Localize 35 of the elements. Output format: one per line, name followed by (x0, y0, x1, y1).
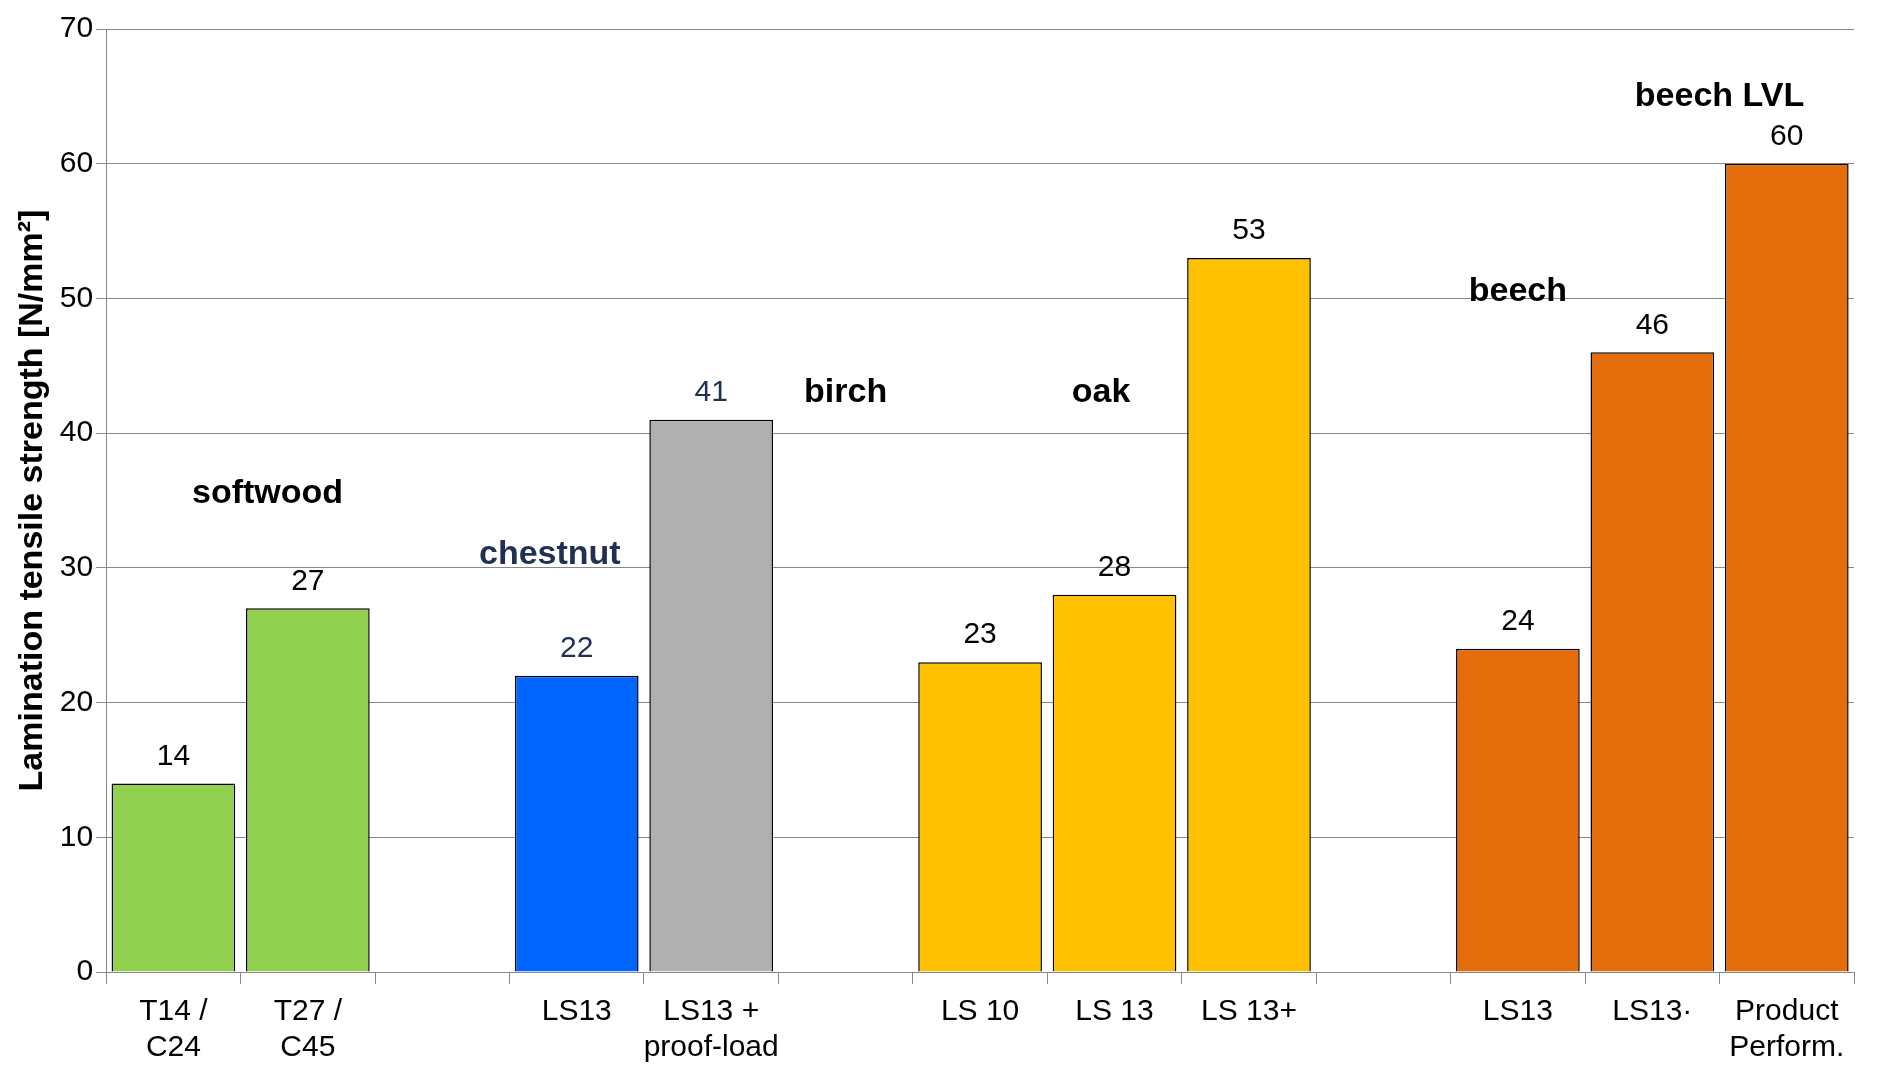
x-tick-label: T27 / C45 (273, 993, 343, 1063)
y-tick-label: 10 (59, 818, 94, 852)
data-label: 22 (560, 629, 594, 663)
x-tick-label: Product Perform. (1729, 993, 1845, 1063)
y-tick-label: 70 (59, 10, 94, 44)
data-label: 41 (694, 373, 728, 407)
data-label: 53 (1232, 212, 1266, 246)
annotation: beech (1468, 270, 1568, 309)
x-tick-label: LS 10 (940, 993, 1020, 1027)
y-tick-label: 30 (59, 549, 94, 583)
y-tick-label: 60 (59, 144, 94, 178)
x-tick-label: T14 / C24 (139, 993, 209, 1063)
data-label: 28 (1097, 549, 1132, 583)
annotation: softwood (191, 472, 344, 511)
data-label: 14 (156, 737, 191, 771)
x-tick-label: LS13· (1612, 993, 1693, 1027)
x-tick-label: LS 13+ (1201, 993, 1297, 1027)
annotation: chestnut (479, 532, 621, 571)
data-label: 60 (1770, 117, 1804, 151)
x-tick-label: LS13 + proof-load (643, 993, 779, 1063)
annotation: birch (804, 371, 888, 410)
data-label: 24 (1501, 602, 1535, 636)
x-tick-label: LS 13 (1075, 993, 1154, 1027)
y-tick-label: 50 (59, 279, 94, 313)
data-label: 23 (963, 616, 997, 650)
y-axis-title: Lamination tensile strength [N/mm²] (10, 209, 49, 792)
y-tick-label: 40 (59, 414, 94, 448)
x-tick-label: LS13 (541, 993, 612, 1027)
y-tick-label: 0 (76, 953, 94, 987)
x-tick-label: LS13 (1482, 993, 1553, 1027)
data-label: 46 (1635, 306, 1670, 340)
data-label: 27 (291, 562, 325, 596)
annotation: oak (1071, 371, 1131, 410)
y-tick-label: 20 (59, 683, 94, 717)
annotation: beech LVL (1634, 74, 1805, 113)
